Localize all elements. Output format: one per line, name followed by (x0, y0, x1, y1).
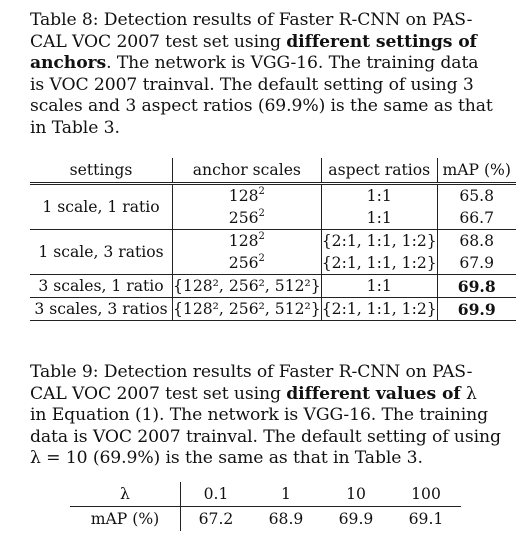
table-row: mAP (%) 67.2 68.9 69.9 69.1 (70, 506, 461, 531)
caption-line: CAL VOC 2007 test set using different se… (30, 32, 512, 54)
header-anchor-scales: anchor scales (172, 158, 322, 185)
caption-line: is VOC 2007 trainval. The default settin… (30, 75, 512, 97)
map-cell: 66.7 (436, 207, 516, 230)
table-row: 1 scale, 1 ratio 1282 1:1 65.8 (30, 183, 516, 230)
scale-cell: {128², 256², 512²} (172, 297, 322, 321)
caption-bold: different settings of (286, 31, 477, 52)
map-cell: 69.9 (338, 510, 374, 528)
caption-line: λ = 10 (69.9%) is the same as that in Ta… (30, 448, 512, 470)
table-row: 3 scales, 3 ratios {128², 256², 512²} {2… (30, 297, 516, 321)
caption-text: . The network is VGG-16. The training da… (106, 53, 479, 73)
ratio-cell: {2:1, 1:1, 1:2} (320, 252, 438, 275)
scale-cell: 2562 (172, 207, 322, 230)
caption-text: in Table 3. (30, 117, 120, 138)
table-row: 2562 1:1 66.7 (30, 207, 516, 230)
map-cell: 67.9 (436, 252, 516, 275)
lambda-value: 100 (391, 482, 461, 507)
caption-line: in Table 3. (30, 118, 512, 140)
lambda-value: 0.1 (180, 482, 251, 507)
ratio-cell: 1:1 (320, 207, 438, 230)
table9: λ 0.1 1 10 100 mAP (%) 67.2 68.9 69.9 69… (70, 482, 461, 531)
setting-cell: 1 scale, 1 ratio (30, 183, 173, 230)
table8-caption: Table 8: Detection results of Faster R-C… (30, 10, 512, 139)
lambda-value: 1 (251, 482, 321, 507)
map-cell: 69.8 (436, 274, 516, 298)
header-map: mAP (%) (436, 158, 516, 185)
caption-bold: different values of (286, 383, 461, 404)
caption-line: data is VOC 2007 trainval. The default s… (30, 427, 512, 449)
ratio-cell: {2:1, 1:1, 1:2} (320, 297, 438, 321)
caption-line: scales and 3 aspect ratios (69.9%) is th… (30, 96, 512, 118)
ratio-cell: 1:1 (320, 183, 438, 207)
caption-text: in Equation (1). The network is VGG-16. … (30, 405, 488, 425)
scale-cell: 1282 (172, 229, 322, 252)
map-cell: 68.9 (268, 510, 304, 528)
caption-text: λ = 10 (69.9%) is the same as that in Ta… (30, 448, 423, 468)
header-lambda: λ (70, 482, 181, 507)
map-cell: 69.1 (408, 510, 444, 528)
caption-line: CAL VOC 2007 test set using different va… (30, 384, 512, 406)
map-cell: 65.8 (436, 183, 516, 207)
header-aspect-ratios: aspect ratios (320, 158, 438, 185)
caption-text: scales and 3 aspect ratios (69.9%) is th… (30, 96, 493, 116)
caption-text: Table 9: Detection results of Faster R-C… (30, 362, 473, 382)
caption-line: anchors. The network is VGG-16. The trai… (30, 53, 512, 75)
scale-cell: 1282 (172, 183, 322, 207)
lambda-value: 10 (321, 482, 391, 507)
table-row: 3 scales, 1 ratio {128², 256², 512²} 1:1… (30, 274, 516, 298)
setting-cell: 3 scales, 1 ratio (30, 274, 173, 298)
caption-text: data is VOC 2007 trainval. The default s… (30, 426, 501, 447)
ratio-cell: {2:1, 1:1, 1:2} (320, 229, 438, 252)
caption-text: CAL VOC 2007 test set using (30, 383, 287, 404)
caption-text: is VOC 2007 trainval. The default settin… (30, 74, 474, 95)
setting-cell: 3 scales, 3 ratios (30, 297, 173, 321)
header-settings: settings (30, 158, 173, 185)
caption-line: Table 9: Detection results of Faster R-C… (30, 362, 512, 384)
table-header-row: λ 0.1 1 10 100 (70, 482, 461, 507)
lambda-symbol: λ (465, 383, 477, 404)
scale-cell: {128², 256², 512²} (172, 274, 322, 298)
scale-cell: 2562 (172, 252, 322, 275)
caption-bold: anchors (30, 53, 107, 73)
caption-line: in Equation (1). The network is VGG-16. … (30, 405, 512, 427)
caption-text: Table 8: Detection results of Faster R-C… (30, 10, 473, 30)
map-cell: 67.2 (180, 506, 251, 531)
table-row: 1 scale, 3 ratios 1282 {2:1, 1:1, 1:2} 6… (30, 229, 516, 275)
table9-caption: Table 9: Detection results of Faster R-C… (30, 362, 512, 470)
table-header-row: settings anchor scales aspect ratios mAP… (30, 158, 516, 185)
caption-text: CAL VOC 2007 test set using (30, 31, 287, 52)
map-cell: 69.9 (436, 297, 516, 321)
table8: settings anchor scales aspect ratios mAP… (30, 158, 516, 321)
row-label-map: mAP (%) (90, 510, 160, 528)
map-cell: 68.8 (436, 229, 516, 252)
table-row: 2562 {2:1, 1:1, 1:2} 67.9 (30, 252, 516, 275)
caption-line: Table 8: Detection results of Faster R-C… (30, 10, 512, 32)
ratio-cell: 1:1 (320, 274, 438, 298)
setting-cell: 1 scale, 3 ratios (30, 229, 173, 275)
